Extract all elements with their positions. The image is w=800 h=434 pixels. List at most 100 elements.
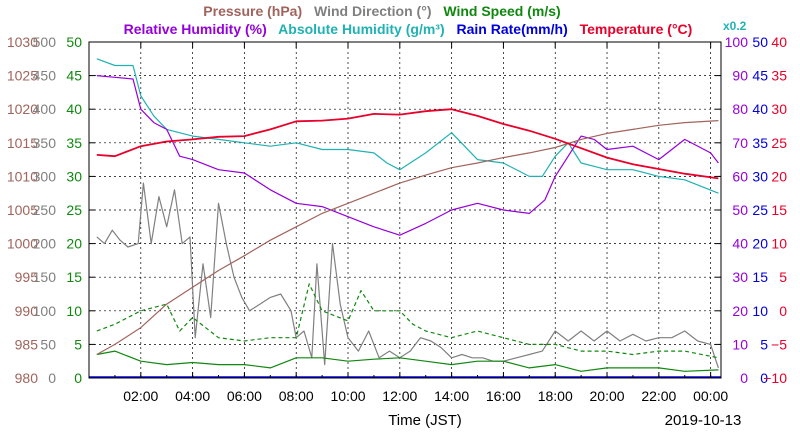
y-tick-label-wind-speed: 20	[66, 236, 82, 252]
series-temperature	[96, 108, 719, 180]
x-tick-label: 04:00	[175, 388, 210, 404]
y-tick-label-rain-rate: 45	[752, 68, 768, 84]
title-rain-rate: Rain Rate(mm/h)	[457, 21, 568, 37]
y-tick-label-pressure: 1030	[7, 34, 38, 50]
y-tick-label-wind-direction: 200	[33, 236, 57, 252]
y-tick-label-temperature: 30	[771, 101, 787, 117]
y-tick-label-wind-speed: 5	[74, 336, 82, 352]
series-layer	[89, 58, 721, 378]
y-tick-label-temperature: 5	[779, 269, 787, 285]
y-tick-label-relative-humidity: 60	[732, 168, 748, 184]
y-tick-label-wind-speed: 40	[66, 101, 82, 117]
x-axis-label: Time (JST)	[388, 412, 462, 429]
y-tick-label-pressure: 985	[15, 336, 39, 352]
y-tick-label-wind-direction: 300	[33, 168, 57, 184]
series-wind-speed-gust	[96, 283, 719, 359]
y-tick-label-pressure: 1015	[7, 135, 38, 151]
y-tick-label-rain-rate: 40	[752, 101, 768, 117]
y-tick-label-temperature: 20	[771, 168, 787, 184]
date-label: 2019-10-13	[665, 412, 742, 429]
title-temperature: Temperature (°C)	[580, 21, 693, 37]
y-tick-label-pressure: 1000	[7, 236, 38, 252]
y-tick-label-wind-speed: 25	[66, 202, 82, 218]
y-tick-label-relative-humidity: 90	[732, 68, 748, 84]
y-tick-label-pressure: 1020	[7, 101, 38, 117]
y-tick-label-wind-direction: 400	[33, 101, 57, 117]
y-tick-label-wind-direction: 50	[40, 336, 56, 352]
y-tick-label-wind-speed: 50	[66, 34, 82, 50]
y-tick-label-temperature: −5	[771, 336, 787, 352]
y-tick-label-wind-direction: 150	[33, 269, 57, 285]
x-tick-label: 12:00	[382, 388, 417, 404]
title-row-1: Pressure (hPa) Wind Direction (°) Wind S…	[203, 3, 560, 19]
y-tick-label-rain-rate: 35	[752, 135, 768, 151]
y-tick-label-relative-humidity: 70	[732, 135, 748, 151]
y-tick-label-wind-speed: 45	[66, 68, 82, 84]
series-relative-humidity	[96, 75, 719, 236]
y-tick-label-pressure: 990	[15, 303, 39, 319]
y-tick-label-rain-rate: 20	[752, 236, 768, 252]
grid	[89, 42, 721, 378]
y-tick-label-pressure: 1025	[7, 68, 38, 84]
y-tick-label-pressure: 1005	[7, 202, 38, 218]
y-tick-label-temperature: 10	[771, 236, 787, 252]
y-tick-label-temperature: 25	[771, 135, 787, 151]
y-tick-label-relative-humidity: 10	[732, 336, 748, 352]
y-tick-label-wind-speed: 30	[66, 168, 82, 184]
y-tick-label-wind-direction: 450	[33, 68, 57, 84]
series-absolute-humidity	[96, 58, 719, 194]
y-tick-label-wind-speed: 15	[66, 269, 82, 285]
x-tick-label: 06:00	[227, 388, 262, 404]
y-tick-label-relative-humidity: 50	[732, 202, 748, 218]
y-tick-label-relative-humidity: 0	[740, 370, 748, 386]
y-tick-label-temperature: −10	[763, 370, 787, 386]
x-tick-label: 16:00	[486, 388, 521, 404]
series-pressure	[96, 120, 719, 356]
title-absolute-humidity: Absolute Humidity (g/m³)	[278, 21, 444, 37]
y-tick-label-pressure: 1010	[7, 168, 38, 184]
x-tick-label: 02:00	[123, 388, 158, 404]
y-tick-label-relative-humidity: 30	[732, 269, 748, 285]
title-wind-direction: Wind Direction (°)	[314, 3, 431, 19]
axes-layer: 02:00 04:00 06:00 08:00 10:00 12:00 14:00 16:00…	[7, 34, 787, 404]
title-row-2: Relative Humidity (%) Absolute Humidity …	[124, 21, 693, 37]
x-tick-label: 14:00	[434, 388, 469, 404]
title-wind-speed: Wind Speed (m/s)	[443, 3, 560, 19]
y-tick-label-wind-speed: 0	[74, 370, 82, 386]
abs-humidity-scale-note: x0.2	[723, 19, 747, 33]
x-tick-label: 20:00	[590, 388, 625, 404]
y-tick-label-rain-rate: 10	[752, 303, 768, 319]
x-tick-label: 22:00	[641, 388, 676, 404]
y-tick-label-relative-humidity: 40	[732, 236, 748, 252]
y-tick-label-pressure: 980	[15, 370, 39, 386]
x-tick-label: 08:00	[279, 388, 314, 404]
y-tick-label-pressure: 995	[15, 269, 39, 285]
y-tick-label-relative-humidity: 20	[732, 303, 748, 319]
x-tick-label: 00:00	[693, 388, 728, 404]
y-tick-label-relative-humidity: 80	[732, 101, 748, 117]
title-pressure: Pressure (hPa)	[203, 3, 302, 19]
y-tick-label-temperature: 0	[779, 303, 787, 319]
y-tick-label-rain-rate: 25	[752, 202, 768, 218]
y-tick-label-rain-rate: 0	[760, 370, 768, 386]
y-tick-label-wind-direction: 350	[33, 135, 57, 151]
y-tick-label-wind-speed: 10	[66, 303, 82, 319]
y-tick-label-relative-humidity: 100	[725, 34, 749, 50]
x-tick-label: 10:00	[330, 388, 365, 404]
y-tick-label-rain-rate: 5	[760, 336, 768, 352]
y-tick-label-temperature: 35	[771, 68, 787, 84]
y-tick-label-temperature: 40	[771, 34, 787, 50]
y-tick-label-wind-direction: 0	[48, 370, 56, 386]
y-tick-label-wind-direction: 100	[33, 303, 57, 319]
series-wind-speed	[96, 350, 719, 372]
x-tick-label: 18:00	[538, 388, 573, 404]
y-tick-label-wind-direction: 250	[33, 202, 57, 218]
y-tick-label-rain-rate: 15	[752, 269, 768, 285]
title-relative-humidity: Relative Humidity (%)	[124, 21, 267, 37]
series-wind-direction	[96, 182, 719, 369]
y-tick-label-rain-rate: 50	[752, 34, 768, 50]
y-tick-label-temperature: 15	[771, 202, 787, 218]
y-tick-label-wind-direction: 500	[33, 34, 57, 50]
y-tick-label-rain-rate: 30	[752, 168, 768, 184]
